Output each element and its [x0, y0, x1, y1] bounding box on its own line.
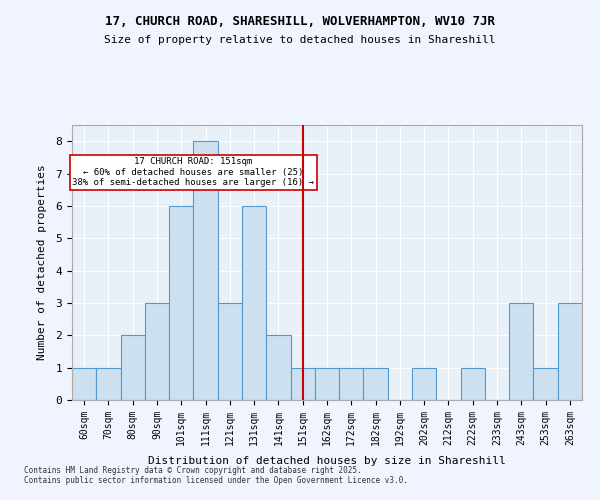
Bar [169, 206, 193, 400]
Bar [558, 303, 582, 400]
Bar [96, 368, 121, 400]
Bar [218, 303, 242, 400]
Text: 17, CHURCH ROAD, SHARESHILL, WOLVERHAMPTON, WV10 7JR: 17, CHURCH ROAD, SHARESHILL, WOLVERHAMPT… [105, 15, 495, 28]
Bar [266, 336, 290, 400]
Bar [145, 303, 169, 400]
Bar [509, 303, 533, 400]
Bar [461, 368, 485, 400]
Bar [412, 368, 436, 400]
X-axis label: Distribution of detached houses by size in Shareshill: Distribution of detached houses by size … [148, 456, 506, 466]
Bar [121, 336, 145, 400]
Bar [339, 368, 364, 400]
Bar [242, 206, 266, 400]
Text: Contains HM Land Registry data © Crown copyright and database right 2025.
Contai: Contains HM Land Registry data © Crown c… [24, 466, 408, 485]
Text: 17 CHURCH ROAD: 151sqm
← 60% of detached houses are smaller (25)
38% of semi-det: 17 CHURCH ROAD: 151sqm ← 60% of detached… [73, 158, 314, 187]
Bar [315, 368, 339, 400]
Bar [290, 368, 315, 400]
Y-axis label: Number of detached properties: Number of detached properties [37, 164, 47, 360]
Text: Size of property relative to detached houses in Shareshill: Size of property relative to detached ho… [104, 35, 496, 45]
Bar [533, 368, 558, 400]
Bar [193, 141, 218, 400]
Bar [72, 368, 96, 400]
Bar [364, 368, 388, 400]
